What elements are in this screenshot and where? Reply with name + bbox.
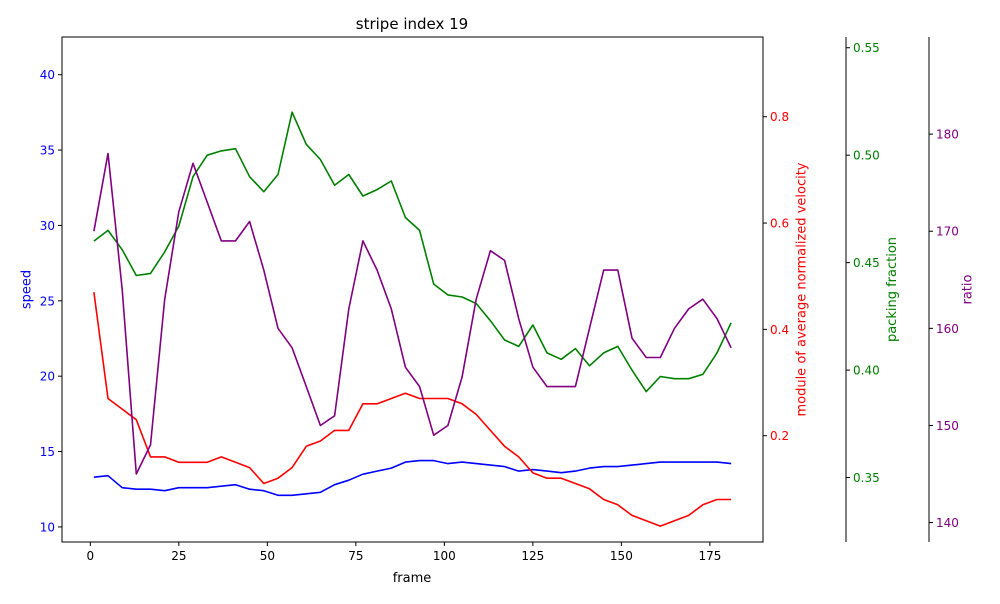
y-tick-label-packing-fraction: 0.40 [853, 364, 880, 378]
series-line-ratio [93, 152, 732, 475]
x-tick-label: 75 [348, 549, 363, 563]
y-tick-label-module-of-average-normalized-velocity: 0.8 [770, 110, 789, 124]
y-tick-label-packing-fraction: 0.55 [853, 41, 880, 55]
x-tick-label: 100 [433, 549, 456, 563]
plot-frame [61, 36, 764, 543]
y-axis-label-speed: speed [20, 270, 35, 309]
y-tick-label-speed: 40 [40, 68, 55, 82]
y-tick-label-ratio: 140 [936, 516, 959, 530]
y-axis-label-packing-fraction: packing fraction [885, 237, 900, 342]
y-tick-label-speed: 30 [40, 219, 55, 233]
y-tick-label-speed: 15 [40, 445, 55, 459]
y-tick-label-module-of-average-normalized-velocity: 0.2 [770, 429, 789, 443]
series-line-packing-fraction [93, 111, 732, 393]
y-tick-label-speed: 25 [40, 294, 55, 308]
y-tick-label-packing-fraction: 0.45 [853, 256, 880, 270]
x-axis-label: frame [393, 571, 432, 586]
x-tick-label: 25 [171, 549, 186, 563]
x-tick-label: 125 [521, 549, 544, 563]
y-tick-label-ratio: 160 [936, 322, 959, 336]
y-tick-label-module-of-average-normalized-velocity: 0.4 [770, 323, 789, 337]
y-tick-label-module-of-average-normalized-velocity: 0.6 [770, 217, 789, 231]
y-tick-label-ratio: 150 [936, 419, 959, 433]
y-tick-label-speed: 20 [40, 370, 55, 384]
y-axis-label-ratio: ratio [961, 274, 976, 304]
x-tick-label: 50 [260, 549, 275, 563]
y-axis-label-module-of-average-normalized-velocity: module of average normalized velocity [795, 162, 810, 416]
series-line-module-of-average-normalized-velocity [93, 292, 732, 527]
y-tick-label-ratio: 180 [936, 128, 959, 142]
y-tick-label-speed: 10 [40, 520, 55, 534]
series-layer [93, 111, 732, 527]
y-tick-label-packing-fraction: 0.50 [853, 149, 880, 163]
x-tick-label: 150 [610, 549, 633, 563]
y-tick-label-ratio: 170 [936, 225, 959, 239]
chart-title: stripe index 19 [356, 15, 468, 33]
series-line-speed [93, 459, 732, 497]
x-tick-label: 175 [698, 549, 721, 563]
y-tick-label-packing-fraction: 0.35 [853, 471, 880, 485]
x-tick-label: 0 [87, 549, 95, 563]
axes-layer: 0 25 50 75 100 125 150 175 10 15 20 25 30 35 40 speed 0.… [20, 36, 976, 563]
y-tick-label-speed: 35 [40, 144, 55, 158]
